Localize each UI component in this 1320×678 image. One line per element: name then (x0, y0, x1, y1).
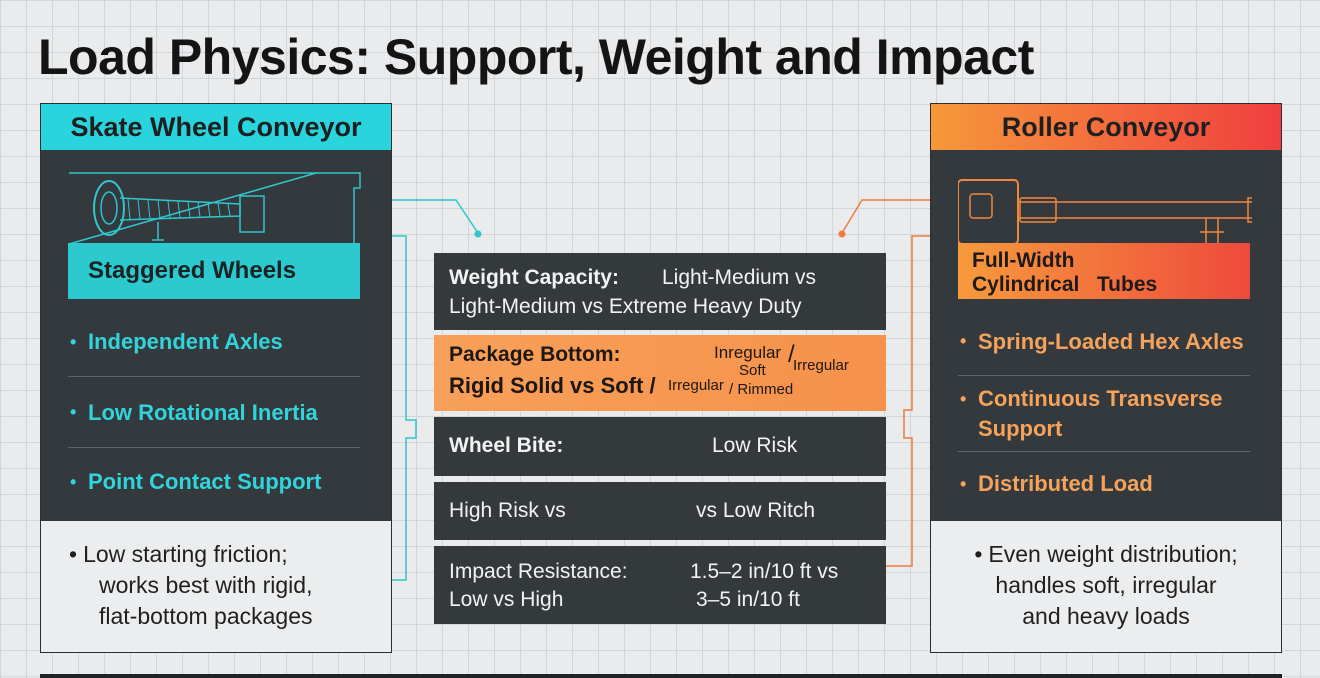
wheel-bite-value: Low Risk (712, 434, 798, 457)
label-line: Tubes (1096, 273, 1158, 296)
package-bottom-value: Soft (739, 362, 766, 379)
summary-bullet: • (974, 541, 983, 567)
feature-line: Continuous Transverse (978, 386, 1223, 411)
summary-bullet: • (69, 541, 78, 567)
summary-line: handles soft, irregular (995, 572, 1217, 598)
page-title: Load Physics: Support, Weight and Impact (38, 29, 1034, 85)
summary-line: works best with rigid, (99, 572, 313, 598)
bottom-bar (40, 674, 1282, 678)
impact-resistance-row: Impact Resistance: Low vs High 1.5–2 in/… (434, 546, 886, 624)
impact-resistance-value: 1.5–2 in/10 ft vs (690, 560, 839, 583)
wheel-bite-label: Wheel Bite: (449, 434, 564, 457)
skate-wheel-features: Independent Axles Low Rotational Inertia… (68, 307, 360, 516)
package-bottom-row: Package Bottom: Rigid Solid vs Soft / In… (434, 335, 886, 411)
label-line: Cylindrical (972, 273, 1080, 296)
package-bottom-value: Irregular (668, 377, 724, 394)
roller-conveyor-header: Roller Conveyor (931, 104, 1281, 150)
roller-summary: • Even weight distribution; handles soft,… (931, 521, 1281, 652)
roller-conveyor-panel: Roller Conveyor Full-Width Cylindrical T… (930, 103, 1282, 653)
impact-resistance-value: 3–5 in/10 ft (696, 588, 800, 611)
label-line: Full-Width (972, 249, 1075, 272)
impact-resistance-label: Impact Resistance: (449, 560, 628, 583)
roller-features: Spring-Loaded Hex Axles Continuous Trans… (958, 307, 1250, 516)
feature-distributed-load: Distributed Load (958, 452, 1250, 516)
package-bottom-label: Package Bottom: (449, 343, 621, 366)
summary-line: Low starting friction; (83, 541, 288, 567)
package-bottom-value: Rigid Solid vs Soft / (449, 373, 656, 398)
feature-continuous-transverse-support: Continuous Transverse Support (958, 376, 1250, 452)
feature-line: Support (978, 416, 1063, 441)
package-bottom-value: Inregular (714, 343, 782, 362)
risk-row: High Risk vs vs Low Ritch (434, 482, 886, 540)
impact-resistance-label: Low vs High (449, 588, 564, 611)
summary-line: Even weight distribution; (988, 541, 1238, 567)
summary-line: flat-bottom packages (99, 603, 313, 629)
package-bottom-value: / Rimmed (729, 381, 794, 398)
wheel-bite-row: Wheel Bite: Low Risk (434, 417, 886, 476)
skate-wheel-axle-illustration (68, 172, 361, 245)
weight-capacity-label: Weight Capacity: (449, 266, 619, 289)
package-bottom-value: Irregular (793, 357, 849, 374)
skate-wheel-panel: Skate Wheel Conveyor Staggered Wheels In… (40, 103, 392, 653)
feature-point-contact-support: Point Contact Support (68, 448, 360, 516)
risk-right-value: vs Low Ritch (696, 499, 816, 522)
roller-tube-illustration (958, 179, 1252, 245)
feature-spring-loaded-hex-axles: Spring-Loaded Hex Axles (958, 307, 1250, 376)
skate-wheel-header: Skate Wheel Conveyor (41, 104, 391, 150)
staggered-wheels-label: Staggered Wheels (68, 243, 360, 299)
risk-left-value: High Risk vs (449, 499, 566, 522)
package-bottom-value: / (788, 341, 795, 368)
skate-wheel-summary: • Low starting friction; works best with … (41, 521, 391, 652)
weight-capacity-row: Weight Capacity: Light-Medium vs Light-M… (434, 253, 886, 330)
feature-low-rotational-inertia: Low Rotational Inertia (68, 377, 360, 448)
weight-capacity-value: Light-Medium vs (662, 266, 817, 289)
weight-capacity-value: Light-Medium vs Extreme Heavy Duty (449, 295, 802, 318)
full-width-tubes-label: Full-Width Cylindrical Tubes (958, 243, 1250, 299)
summary-line: and heavy loads (1022, 603, 1190, 629)
feature-independent-axles: Independent Axles (68, 307, 360, 377)
